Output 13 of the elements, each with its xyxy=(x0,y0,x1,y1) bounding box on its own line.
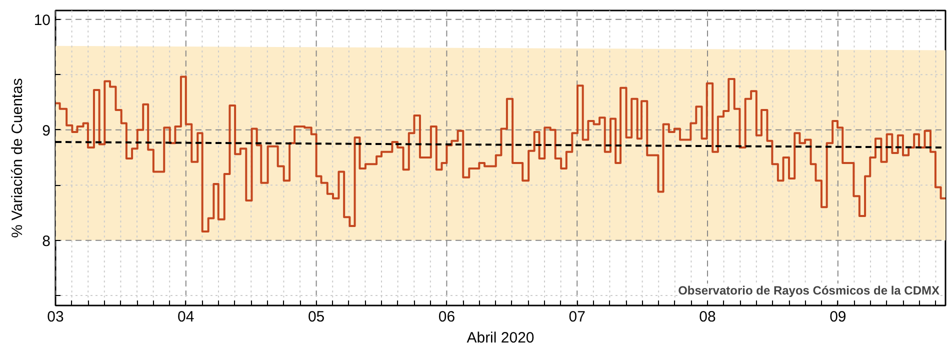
x-tick-label: 06 xyxy=(438,308,456,326)
x-tick-label: 08 xyxy=(699,308,716,326)
x-axis-title: Abril 2020 xyxy=(466,330,534,346)
y-tick-label: 8 xyxy=(42,232,50,250)
y-tick-label: 9 xyxy=(42,122,50,140)
y-tick-label: 10 xyxy=(34,12,51,29)
x-tick-label: 05 xyxy=(308,308,325,326)
x-tick-label: 03 xyxy=(47,308,64,326)
x-tick-label: 04 xyxy=(178,308,194,326)
annotation: Observatorio de Rayos Cósmicos de la CDMX xyxy=(678,284,940,298)
y-axis-title: % Variación de Cuentas xyxy=(8,78,26,238)
x-tick-label: 09 xyxy=(830,308,846,326)
x-tick-label: 07 xyxy=(568,308,586,326)
